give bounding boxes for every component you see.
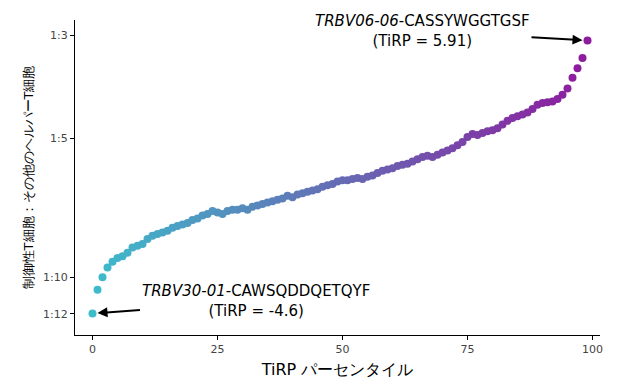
svg-text:1:5: 1:5 (50, 132, 68, 145)
svg-text:1:3: 1:3 (50, 29, 68, 42)
svg-text:TiRP パーセンタイル: TiRP パーセンタイル (261, 360, 414, 379)
svg-text:50: 50 (336, 343, 350, 356)
svg-text:1:12: 1:12 (43, 308, 68, 321)
svg-text:0: 0 (89, 343, 96, 356)
svg-text:制御性T細胞：その他のヘルパーT細胞: 制御性T細胞：その他のヘルパーT細胞 (21, 66, 36, 290)
svg-text:25: 25 (211, 343, 225, 356)
svg-text:TRBV30-01-CAWSQDDQETQYF(TiRP =: TRBV30-01-CAWSQDDQETQYF(TiRP = -4.6) (142, 282, 370, 320)
svg-text:75: 75 (461, 343, 475, 356)
svg-text:TRBV06-06-CASSYWGGTGSF(TiRP =: TRBV06-06-CASSYWGGTGSF(TiRP = 5.91) (315, 12, 530, 50)
svg-text:1:10: 1:10 (43, 271, 68, 284)
svg-text:100: 100 (582, 343, 603, 356)
